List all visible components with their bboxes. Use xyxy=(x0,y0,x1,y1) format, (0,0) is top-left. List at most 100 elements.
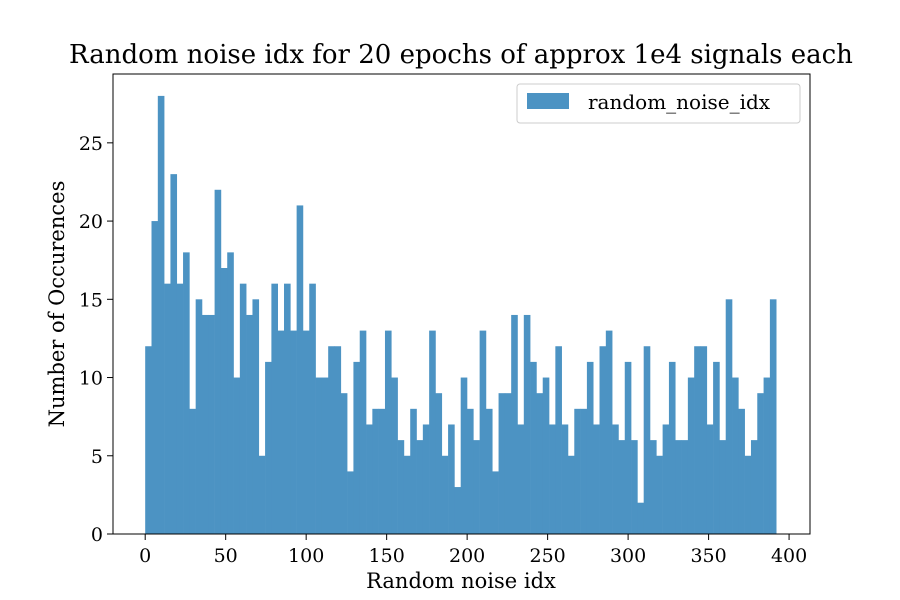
y-axis-ticks: 0 5 10 15 20 25 xyxy=(79,133,113,546)
histogram-bars xyxy=(145,95,777,535)
y-tick-label: 15 xyxy=(79,289,103,311)
x-tick-label: 100 xyxy=(288,545,324,567)
histogram-bar xyxy=(340,393,348,534)
histogram-bar xyxy=(586,361,594,534)
x-tick-label: 250 xyxy=(529,545,565,567)
x-tick-label: 350 xyxy=(690,545,726,567)
histogram-bar xyxy=(189,408,196,534)
histogram-bar xyxy=(624,361,632,534)
histogram-bar xyxy=(700,346,708,534)
histogram-bar xyxy=(694,346,701,534)
histogram-bar xyxy=(284,283,291,534)
histogram-bar xyxy=(315,377,323,534)
histogram-bar xyxy=(227,252,234,534)
histogram-bar xyxy=(454,487,461,534)
histogram-bar xyxy=(157,95,165,535)
histogram-bar xyxy=(397,440,405,534)
histogram-bar xyxy=(321,377,329,534)
histogram-bar xyxy=(201,314,209,534)
histogram-bar xyxy=(359,330,367,534)
histogram-bar xyxy=(675,440,682,534)
histogram-bar xyxy=(612,424,619,534)
histogram-bar xyxy=(473,440,480,534)
y-tick-label: 0 xyxy=(91,524,103,546)
histogram-bar xyxy=(265,361,272,534)
histogram-bar xyxy=(750,440,758,534)
histogram-bar xyxy=(757,393,764,534)
histogram-bar xyxy=(738,408,745,534)
x-tick-label: 400 xyxy=(771,545,807,567)
histogram-bar xyxy=(574,408,581,534)
histogram-bar xyxy=(744,455,752,534)
histogram-bar xyxy=(605,330,613,534)
histogram-bar xyxy=(410,408,417,534)
histogram-bar xyxy=(372,408,379,534)
histogram-bar xyxy=(687,377,695,534)
histogram-bar xyxy=(252,299,260,534)
histogram-bar xyxy=(233,377,241,534)
histogram-bar xyxy=(448,424,455,534)
x-tick-label: 150 xyxy=(369,545,405,567)
histogram-bar xyxy=(416,440,424,534)
histogram-bar xyxy=(523,314,531,534)
y-tick-label: 25 xyxy=(79,133,103,155)
histogram-bar xyxy=(220,268,228,534)
histogram-bar xyxy=(378,408,386,534)
histogram-bar xyxy=(384,330,392,534)
histogram-bar xyxy=(732,377,739,534)
histogram-bar xyxy=(668,361,676,534)
histogram-bar xyxy=(151,221,159,534)
legend: random_noise_idx xyxy=(516,83,801,124)
histogram-bar xyxy=(492,471,499,534)
histogram-bar xyxy=(195,299,203,534)
histogram-bar xyxy=(334,346,342,534)
histogram-bar xyxy=(164,283,171,534)
histogram-bar xyxy=(429,330,436,534)
histogram-bar xyxy=(498,393,506,534)
legend-box xyxy=(516,83,801,124)
histogram-bar xyxy=(504,393,512,534)
histogram-bar xyxy=(643,346,651,534)
histogram-bar xyxy=(403,455,411,534)
histogram-bar xyxy=(549,424,556,534)
histogram-bar xyxy=(170,174,178,534)
histogram-bar xyxy=(530,361,537,534)
histogram-bar xyxy=(214,189,222,534)
histogram-bar xyxy=(391,377,398,534)
histogram-bar xyxy=(637,502,644,534)
histogram-bar xyxy=(631,440,638,534)
histogram-bar xyxy=(567,455,575,534)
histogram-bar xyxy=(719,440,727,534)
histogram-bar xyxy=(435,393,443,534)
x-tick-label: 0 xyxy=(139,545,151,567)
y-tick-label: 10 xyxy=(79,368,103,390)
histogram-bar xyxy=(309,283,316,534)
plot-frame xyxy=(112,73,811,535)
histogram-bar xyxy=(277,330,285,534)
histogram-bar xyxy=(725,299,733,534)
histogram-bar xyxy=(593,424,600,534)
histogram-bar xyxy=(662,424,670,534)
histogram-bar xyxy=(656,455,663,534)
histogram-bar xyxy=(271,283,278,534)
histogram-bar xyxy=(467,408,474,534)
histogram-bar xyxy=(302,330,310,534)
histogram-bar xyxy=(511,314,518,534)
chart-title: Random noise idx for 20 epochs of approx… xyxy=(69,40,853,70)
histogram-bar xyxy=(580,408,588,534)
y-tick-label: 20 xyxy=(79,211,103,233)
x-axis-ticks: 0 50 100 150 200 250 300 350 400 xyxy=(139,534,807,567)
histogram-bar xyxy=(517,424,525,534)
histogram-bar xyxy=(208,314,215,534)
y-tick-label: 5 xyxy=(91,446,103,468)
y-axis-label: Number of Occurences xyxy=(45,181,69,428)
histogram-bar xyxy=(706,424,714,534)
x-axis-label: Random noise idx xyxy=(366,569,556,593)
x-tick-label: 200 xyxy=(449,545,485,567)
histogram-bar xyxy=(258,455,266,534)
histogram-bar xyxy=(328,346,335,534)
histogram-bar xyxy=(681,440,689,534)
histogram-bar xyxy=(239,283,247,534)
histogram-bar xyxy=(479,330,487,534)
